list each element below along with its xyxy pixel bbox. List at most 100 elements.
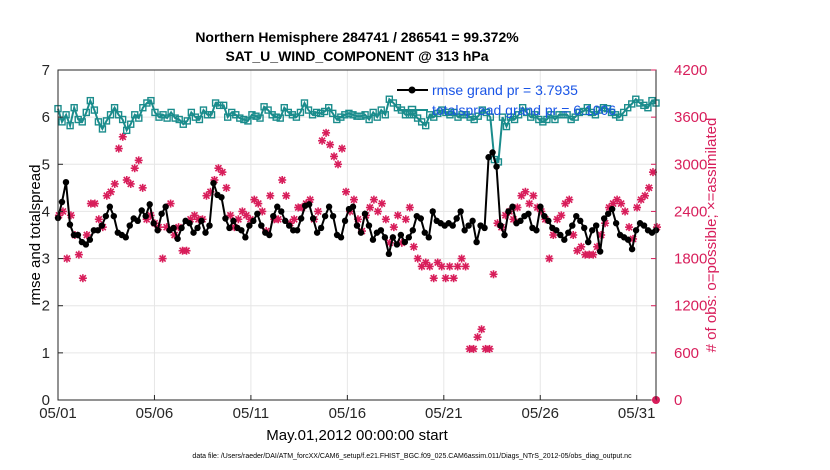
obs-count-point	[393, 211, 402, 220]
totalspread-point	[474, 112, 482, 120]
rmse-point	[313, 229, 321, 236]
totalspread-point	[514, 111, 523, 119]
rmse-point	[381, 234, 389, 241]
obs-count-point	[473, 333, 482, 342]
obs-count-point	[485, 344, 494, 353]
obs-count-point	[621, 207, 630, 216]
x-tick-label: 05/06	[136, 405, 174, 422]
totalspread-point	[224, 113, 232, 121]
rmse-point	[206, 222, 213, 229]
rmse-point	[489, 149, 496, 156]
totalspread-point	[405, 111, 414, 119]
totalspread-point	[551, 115, 559, 124]
totalspread-point	[199, 106, 208, 114]
totalspread-point	[401, 111, 410, 119]
rmse-point	[553, 227, 560, 234]
totalspread-point	[240, 115, 248, 124]
obs-count-point	[278, 176, 287, 184]
totalspread-point	[244, 117, 252, 125]
totalspread-point	[450, 108, 458, 117]
totalspread-point	[163, 114, 171, 122]
totalspread-point	[320, 107, 329, 116]
totalspread-point	[329, 109, 337, 118]
totalspread-point	[341, 111, 349, 119]
obs-count-point	[565, 195, 574, 204]
y2-tick-label: 1800	[674, 251, 707, 268]
rmse-point	[389, 234, 397, 241]
x-axis-label: May.01,2012 00:00:00 start	[266, 427, 448, 444]
rmse-point	[258, 222, 265, 229]
obs-count-point	[218, 168, 227, 177]
obs-count-point	[525, 199, 534, 208]
totalspread-point	[579, 107, 587, 116]
rmse-point	[190, 229, 197, 236]
obs-count-point	[282, 191, 291, 200]
y-tick-label: 0	[42, 392, 50, 409]
totalspread-point	[175, 115, 183, 124]
rmse-point	[517, 217, 524, 225]
totalspread-point	[98, 125, 107, 133]
x-tick-label: 05/26	[521, 405, 559, 422]
y-tick-label: 7	[42, 62, 50, 79]
rmse-point	[174, 235, 181, 242]
rmse-point	[126, 222, 133, 229]
obs-count-point	[130, 164, 139, 173]
rmse-point	[425, 234, 432, 241]
rmse-point	[557, 231, 564, 239]
legend: rmse grand pr = 3.7935 totalspread grand…	[397, 82, 616, 118]
rmse-point	[357, 229, 365, 236]
rmse-point	[254, 210, 261, 217]
obs-count-point	[322, 128, 331, 137]
obs-count-point	[326, 140, 335, 149]
rmse-point	[66, 221, 74, 228]
totalspread-point	[114, 111, 123, 119]
obs-count-point	[94, 215, 103, 224]
y2-tick-label: 4200	[674, 62, 707, 79]
rmse-point	[397, 231, 405, 239]
obs-count-point	[453, 262, 462, 271]
obs-count-point	[314, 207, 323, 216]
totalspread-point	[430, 113, 438, 121]
y2-tick-label: 2400	[674, 203, 707, 220]
totalspread-point	[58, 118, 66, 126]
rmse-point	[222, 215, 229, 222]
rmse-point	[226, 224, 233, 232]
totalspread-point	[106, 111, 115, 119]
obs-count-point	[62, 254, 71, 263]
rmse-point	[449, 222, 456, 229]
obs-count-point	[349, 195, 358, 204]
rmse-point	[341, 217, 349, 225]
obs-count-point	[365, 203, 374, 212]
totalspread-point	[482, 108, 490, 117]
totalspread-point	[187, 108, 196, 117]
totalspread-point	[563, 111, 571, 119]
rmse-point	[493, 163, 500, 170]
rmse-point	[577, 217, 584, 225]
rmse-point	[585, 238, 592, 246]
rmse-point	[417, 215, 424, 222]
obs-count-point	[401, 215, 410, 224]
rmse-point	[198, 217, 205, 225]
obs-count-point	[126, 179, 135, 188]
totalspread-point	[365, 115, 373, 124]
rmse-point	[74, 231, 82, 239]
axis-ticks: 05/01 05/06 05/11 05/16 05/21 05/26 05/31 0 1 2 3 4…	[39, 62, 707, 422]
totalspread-point	[644, 104, 652, 112]
totalspread-point	[583, 104, 592, 112]
obs-count-point	[138, 183, 147, 192]
obs-count-point	[441, 274, 450, 283]
y-tick-label: 4	[42, 203, 50, 220]
totalspread-point	[66, 121, 74, 130]
plot-frame	[57, 69, 657, 401]
totalspread-point	[203, 111, 212, 119]
rmse-point	[361, 210, 369, 217]
obs-count-point	[545, 254, 554, 263]
obs-count-point	[425, 262, 434, 271]
totalspread-point	[389, 99, 398, 107]
totalspread-point	[531, 111, 539, 119]
obs-count-point	[633, 203, 642, 212]
obs-count-point	[114, 144, 123, 153]
rmse-point	[321, 212, 329, 220]
totalspread-point	[628, 100, 636, 108]
